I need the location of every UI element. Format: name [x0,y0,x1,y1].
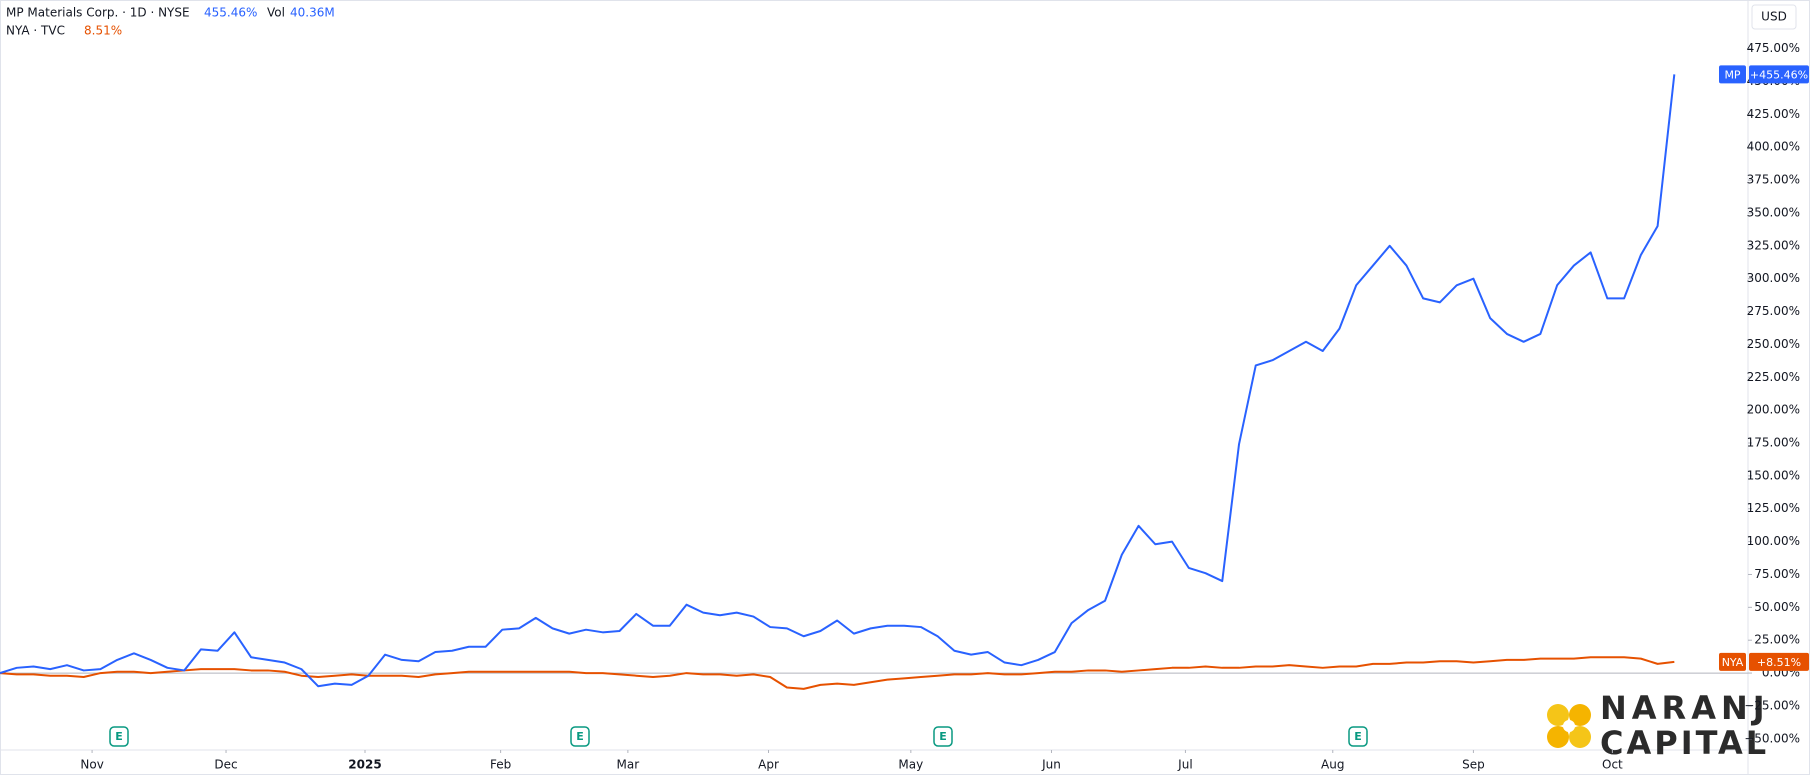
watermark-logo: NARANJ CAPITAL [1547,689,1770,762]
earnings-marker[interactable]: E [1348,726,1368,747]
logo-petal [1569,726,1591,748]
y-tick-label: 400.00% [1747,140,1800,154]
x-tick-label: Oct [1602,758,1623,772]
y-tick-label: 75.00% [1754,567,1800,581]
y-tick-label: −50.00% [1744,731,1800,745]
x-tick-label: 2025 [348,758,381,772]
earnings-label: E [115,730,123,743]
earnings-marker[interactable]: E [109,726,129,747]
currency[interactable]: USD [1761,10,1787,24]
y-tick-label: 325.00% [1747,238,1800,252]
y-tick-label: 275.00% [1747,304,1800,318]
x-tick-label: Feb [490,758,511,772]
y-tick-label: 50.00% [1754,600,1800,614]
y-tick-label: 200.00% [1747,403,1800,417]
tag-value-box [1749,65,1809,84]
y-tick-label: 350.00% [1747,205,1800,219]
earnings-badge [570,726,590,747]
tag-name: MP [1724,68,1740,81]
y-tick-label: 425.00% [1747,107,1800,121]
earnings-badge [1348,726,1368,747]
earnings-label: E [576,730,584,743]
tag-name-box [1719,65,1746,84]
legend-vol-label: Vol [267,6,285,20]
tag-value: +455.46% [1750,68,1808,81]
tag-value: +8.51% [1757,656,1801,669]
tag-name-box [1719,652,1746,671]
series-line [0,74,1676,688]
x-tick-label: Jul [1177,758,1192,772]
y-tick-label: 475.00% [1747,41,1800,55]
legend-value: 455.46% [204,6,257,20]
currency-box[interactable] [1751,4,1797,30]
tag-name: NYA [1722,656,1744,669]
logo-petal [1547,726,1569,748]
earnings-badge [933,726,953,747]
legend-value: 8.51% [84,24,122,38]
watermark-text: CAPITAL [1600,724,1769,762]
watermark-text: NARANJ [1600,689,1770,727]
x-tick-label: Nov [80,758,103,772]
header-legend: MP Materials Corp. · 1D · NYSE 455.46% V… [6,6,335,38]
y-tick-label: −25.00% [1744,698,1800,712]
legend-name: MP Materials Corp. · 1D · NYSE [6,6,190,20]
tag-value-box [1749,652,1809,671]
y-tick-label: 125.00% [1747,501,1800,515]
x-tick-label: Dec [214,758,237,772]
earnings-badge [109,726,129,747]
legend-name: NYA · TVC [6,24,65,38]
y-tick-label: 25.00% [1754,633,1800,647]
earnings-marker[interactable]: E [933,726,953,747]
y-tick-label: 225.00% [1747,370,1800,384]
x-tick-label: Aug [1321,758,1344,772]
series-line [0,656,1675,690]
price-tag: NYA +8.51% [1719,652,1809,671]
x-tick-label: Sep [1462,758,1485,772]
logo-petal [1569,704,1591,726]
legend-vol: 40.36M [290,6,335,20]
x-tick-label: Jun [1041,758,1061,772]
earnings-label: E [939,730,947,743]
y-tick-label: 100.00% [1747,534,1800,548]
y-tick-label: 375.00% [1747,173,1800,187]
earnings-marker[interactable]: E [570,726,590,747]
earnings-label: E [1354,730,1362,743]
y-tick-label: 175.00% [1747,436,1800,450]
y-tick-label: 250.00% [1747,337,1800,351]
x-tick-label: Apr [758,758,779,772]
y-tick-label: 150.00% [1747,468,1800,482]
x-tick-label: May [898,758,923,772]
price-tag: MP +455.46% [1719,65,1809,84]
logo-center [1563,720,1575,732]
y-tick-label: 300.00% [1747,271,1800,285]
logo-petal [1547,704,1569,726]
x-tick-label: Mar [617,758,640,772]
